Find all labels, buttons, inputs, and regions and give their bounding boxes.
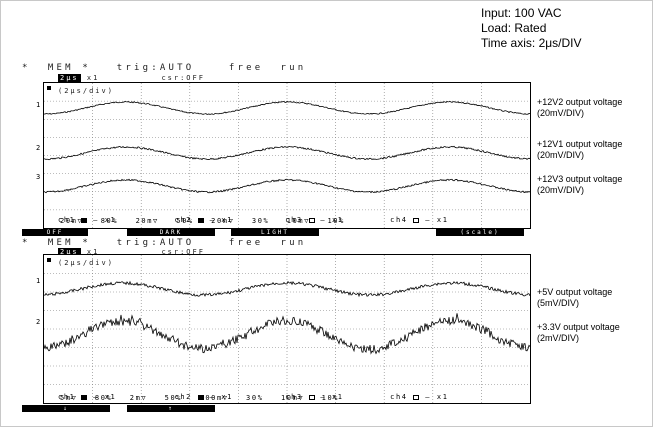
- trace-12v1: [44, 145, 530, 161]
- scope2-ch1-probe: – x1: [93, 393, 117, 401]
- ch3-hollow-swatch-icon: [308, 217, 315, 223]
- scope2-label-3v3: +3.3V output voltage (2mV/DIV): [537, 322, 620, 344]
- scope2-ch2-probe: – x1: [209, 393, 233, 401]
- scope1-screen: (2μs/div): [43, 82, 531, 229]
- scope1-timediv: (2μs/div): [58, 87, 114, 95]
- softkey-off[interactable]: OFF: [22, 229, 88, 236]
- scope1-trigger-box: [47, 86, 51, 90]
- ch2-filled-swatch-icon: [197, 217, 204, 223]
- trace-5v: [44, 280, 530, 298]
- scope2-label-5v: +5V output voltage (5mV/DIV): [537, 287, 612, 309]
- load-condition: Load: Rated: [481, 21, 547, 35]
- scope2-ch2-label: ch2: [174, 393, 192, 401]
- scope1-ch3-label: ch3: [285, 216, 303, 224]
- scope1-ch1-probe: – x1: [93, 216, 117, 224]
- scope1-label-12v3-title: +12V3 output voltage: [537, 174, 623, 184]
- scope1-label-12v2: +12V2 output voltage (20mV/DIV): [537, 97, 622, 119]
- trace-3v3: [44, 313, 530, 355]
- softkey-down-arrow[interactable]: ↓: [22, 405, 110, 412]
- scope2-timediv: (2μs/div): [58, 259, 114, 267]
- scope2-waveform-area: [44, 255, 530, 403]
- scope1-waveform-area: [44, 83, 530, 228]
- scope1-label-12v2-scale: (20mV/DIV): [537, 108, 585, 118]
- scope2-label-5v-title: +5V output voltage: [537, 287, 613, 297]
- scope1-status-line-2: 2μs x1 csr:OFF: [58, 74, 205, 82]
- softkey-dark[interactable]: DARK: [127, 229, 215, 236]
- scope2-label-3v3-scale: (2mV/DIV): [537, 333, 580, 343]
- scope1-ch4-probe: – x1: [425, 216, 449, 224]
- ch4-hollow-swatch-icon: [413, 217, 420, 223]
- ch4-hollow-swatch-icon: [413, 394, 420, 400]
- scope1-label-12v2-title: +12V2 output voltage: [537, 97, 623, 107]
- softkey-scale[interactable]: (scale): [436, 229, 524, 236]
- scope2-timebase: 2μs: [58, 248, 81, 256]
- test-conditions: Input: 100 VAC Load: Rated Time axis: 2μ…: [481, 6, 582, 51]
- scope2-marker-2: 2: [36, 318, 41, 326]
- scope2-ch3-label: ch3: [285, 393, 303, 401]
- scope2-marker-1: 1: [36, 277, 41, 285]
- time-axis-condition: Time axis: 2μs/DIV: [481, 36, 582, 50]
- scope1-marker-3: 3: [36, 173, 41, 181]
- scope1-label-12v1-title: +12V1 output voltage: [537, 139, 623, 149]
- scope1-channel-row-1: ch1 – x1 ch2 – x1 ch3 – x1 ch4 – x1: [58, 210, 449, 224]
- scope1-ch2-probe: – x1: [209, 216, 233, 224]
- scope1-ch2-label: ch2: [174, 216, 192, 224]
- scope2-ch1-label: ch1: [58, 393, 76, 401]
- scope1-graticule: [44, 83, 530, 228]
- scope2-graticule: [44, 255, 530, 403]
- scope1-cursor-status: x1 csr:OFF: [86, 74, 205, 82]
- scope1-timebase: 2μs: [58, 74, 81, 82]
- input-condition: Input: 100 VAC: [481, 6, 562, 20]
- scope2-ch3-probe: – x1: [320, 393, 344, 401]
- trace-12v3: [44, 178, 530, 194]
- scope2-ch4-label: ch4: [390, 393, 408, 401]
- softkey-up-arrow[interactable]: ↑: [127, 405, 215, 412]
- scope2-cursor-status: x1 csr:OFF: [86, 248, 205, 256]
- ch1-filled-swatch-icon: [81, 394, 88, 400]
- scope1-marker-1: 1: [36, 101, 41, 109]
- scope1-label-12v3: +12V3 output voltage (20mV/DIV): [537, 174, 622, 196]
- scope1-label-12v3-scale: (20mV/DIV): [537, 185, 585, 195]
- scope2-channel-row-2: 5m▽ 80% 2m▽ 50% 100m▽ 30% 10m▽ 10%: [60, 394, 340, 402]
- trace-12v2: [44, 100, 530, 115]
- scope2-status-line-2: 2μs x1 csr:OFF: [58, 248, 205, 256]
- scope1-channel-row-2: 20m▽ 80% 20m▽ 50% 20m▽ 30% 10m▽ 10%: [60, 217, 345, 225]
- scope1-ch1-label: ch1: [58, 216, 76, 224]
- scope2-status-line: * MEM * trig:AUTO free run: [22, 238, 307, 248]
- scope2-channel-row-1: ch1 – x1 ch2 – x1 ch3 – x1 ch4 – x1: [58, 387, 449, 401]
- scope2-label-5v-scale: (5mV/DIV): [537, 298, 580, 308]
- scope1-status-line: * MEM * trig:AUTO free run: [22, 63, 307, 73]
- scope1-label-12v1-scale: (20mV/DIV): [537, 150, 585, 160]
- scope2-screen: (2μs/div): [43, 254, 531, 404]
- scope1-ch3-probe: – x1: [320, 216, 344, 224]
- scope2-ch4-probe: – x1: [425, 393, 449, 401]
- scope2-label-3v3-title: +3.3V output voltage: [537, 322, 620, 332]
- ch2-filled-swatch-icon: [197, 394, 204, 400]
- scope2-trigger-box: [47, 258, 51, 262]
- softkey-light[interactable]: LIGHT: [231, 229, 319, 236]
- scope1-label-12v1: +12V1 output voltage (20mV/DIV): [537, 139, 622, 161]
- scope1-marker-2: 2: [36, 144, 41, 152]
- ch1-filled-swatch-icon: [81, 217, 88, 223]
- scope1-ch4-label: ch4: [390, 216, 408, 224]
- ch3-hollow-swatch-icon: [308, 394, 315, 400]
